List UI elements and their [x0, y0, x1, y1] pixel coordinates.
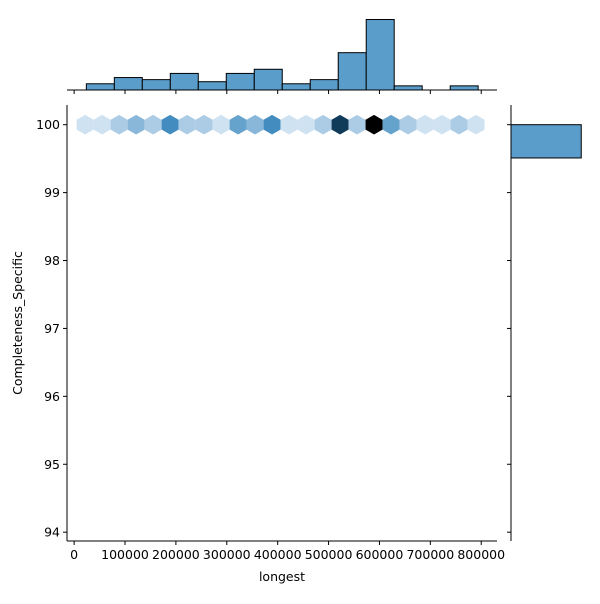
hex-bin [212, 114, 230, 135]
hex-bin [76, 114, 94, 135]
x-tick-label: 500000 [305, 547, 353, 562]
histogram-bar [141, 79, 171, 91]
x-tick-label: 800000 [457, 547, 505, 562]
x-tick-label: 400000 [254, 547, 302, 562]
hex-bin [399, 114, 417, 135]
hex-bin [348, 114, 366, 135]
y-tick-label: 94 [44, 525, 60, 540]
histogram-bar [85, 83, 115, 91]
histogram-bar [510, 124, 582, 159]
hex-bin [161, 114, 179, 135]
hex-bin [263, 114, 281, 135]
x-tick-label: 100000 [101, 547, 149, 562]
hex-bin [110, 114, 128, 135]
hex-bin [450, 114, 468, 135]
y-tick-label: 97 [44, 321, 60, 336]
histogram-bar [253, 68, 283, 91]
x-tick-label: 600000 [356, 547, 404, 562]
x-tick-label: 300000 [203, 547, 251, 562]
y-tick-label: 95 [44, 457, 60, 472]
hex-bin [331, 114, 349, 135]
hex-bin [93, 114, 111, 135]
hex-bin [246, 114, 264, 135]
y-tick-label: 98 [44, 253, 60, 268]
hex-bin [178, 114, 196, 135]
y-tick-label: 96 [44, 389, 60, 404]
hex-bin [416, 114, 434, 135]
x-tick-label: 0 [70, 547, 78, 562]
hex-bin [365, 114, 383, 135]
histogram-bar [169, 72, 199, 91]
histogram-bar [225, 72, 255, 91]
histogram-bar [309, 79, 339, 91]
hex-bin [229, 114, 247, 135]
histogram-bar [365, 19, 395, 91]
x-tick-label: 200000 [152, 547, 200, 562]
x-tick-label: 700000 [406, 547, 454, 562]
hex-bin [297, 114, 315, 135]
hex-bin [382, 114, 400, 135]
hex-bin [280, 114, 298, 135]
hex-bin [467, 114, 485, 135]
y-axis-label: Completeness_Specific [10, 251, 25, 395]
histogram-bar [337, 52, 367, 91]
histogram-bar [113, 77, 143, 91]
y-tick-label: 99 [44, 185, 60, 200]
histogram-bar [281, 83, 311, 91]
histogram-bar [393, 85, 423, 91]
hex-bin [314, 114, 332, 135]
y-tick-label: 100 [36, 117, 60, 132]
hex-bin [433, 114, 451, 135]
x-axis-label: longest [259, 569, 305, 584]
hex-bin [144, 114, 162, 135]
hex-bin [127, 114, 145, 135]
histogram-bar [197, 81, 227, 91]
histogram-bar [449, 85, 479, 91]
hex-bin [195, 114, 213, 135]
